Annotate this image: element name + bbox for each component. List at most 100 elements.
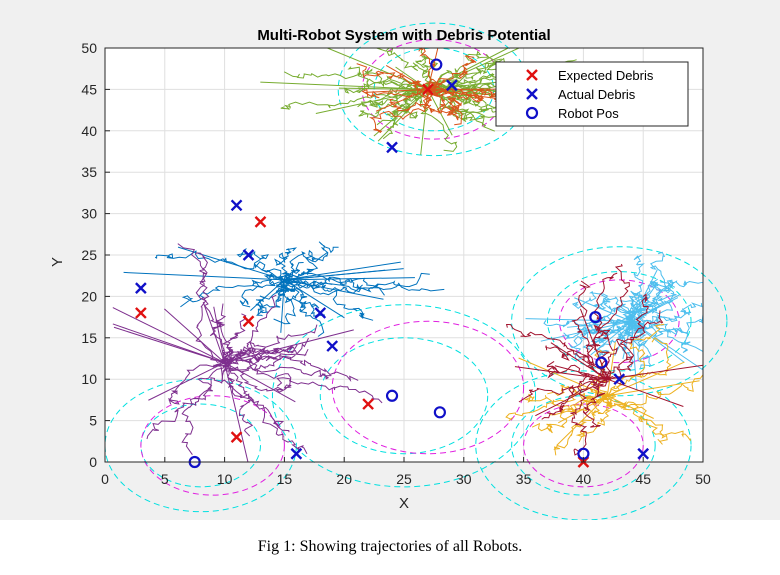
y-tick-label: 40: [81, 123, 97, 139]
x-tick-label: 15: [277, 471, 293, 487]
trajectory-path: [146, 362, 225, 440]
robot-position-marker: [589, 311, 602, 324]
potential-circle: [104, 378, 297, 513]
legend-label: Actual Debris: [558, 87, 636, 102]
trajectory-path: [224, 362, 292, 393]
potential-circle: [475, 370, 692, 520]
x-axis-label: X: [399, 495, 409, 512]
figure-caption: Fig 1: Showing trajectories of all Robot…: [257, 538, 523, 555]
trajectory-path: [284, 277, 445, 292]
trajectory-path: [571, 280, 608, 380]
chart-title: Multi-Robot System with Debris Potential: [257, 27, 550, 44]
trajectory-path: [361, 81, 429, 99]
y-tick-label: 30: [81, 206, 97, 222]
trajectory-path: [224, 294, 277, 365]
trajectory-path: [630, 281, 670, 322]
actual-debris-marker: [290, 447, 303, 460]
trajectory-spoke: [260, 81, 428, 90]
actual-debris-marker: [386, 141, 398, 154]
trajectory-spoke: [606, 342, 616, 396]
trajectory-spoke: [123, 271, 285, 281]
legend: Expected Debris Actual Debris Robot Pos: [495, 61, 689, 127]
y-tick-label: 35: [81, 164, 97, 180]
trajectory-path: [543, 315, 633, 328]
trajectory-spoke: [284, 261, 401, 281]
trajectory-spoke: [327, 47, 429, 90]
trajectory-spoke: [224, 362, 296, 403]
chart: 0 5 10 15 20 25 30 35 40 45 50 0 5 10 15 20 25 30 35 40 45 50…: [0, 0, 780, 520]
x-tick-label: 50: [695, 471, 711, 487]
legend-label: Expected Debris: [558, 68, 654, 83]
y-tick-label: 45: [81, 81, 97, 97]
actual-debris-marker: [135, 282, 147, 294]
trajectory-path: [592, 324, 611, 380]
actual-debris-marker: [445, 79, 458, 92]
trajectory-spoke: [518, 357, 608, 397]
y-tick-label: 20: [81, 288, 97, 304]
trajectory-spoke: [554, 365, 608, 380]
actual-debris-marker: [326, 340, 339, 352]
expected-debris-marker: [254, 216, 267, 228]
trajectory-spoke: [514, 366, 608, 380]
trajectory-path: [563, 320, 632, 339]
potential-circle: [331, 320, 525, 455]
legend-marker: [526, 69, 538, 81]
trajectory-path: [422, 86, 459, 121]
trajectory-path: [224, 344, 298, 363]
robot-position-marker: [433, 406, 446, 419]
trajectory-path: [627, 279, 676, 323]
trajectory-path: [606, 323, 665, 397]
trajectory-spoke: [284, 277, 415, 281]
trajectory-path: [549, 393, 608, 416]
trajectory-path: [626, 282, 663, 323]
robot-position-marker: [385, 389, 399, 402]
expected-debris-marker: [230, 431, 243, 444]
trajectory-path: [280, 278, 374, 321]
actual-debris-marker: [637, 447, 650, 460]
expected-debris-marker: [242, 315, 255, 328]
y-tick-label: 15: [81, 330, 97, 346]
actual-debris-marker: [242, 249, 255, 261]
trajectory-path: [284, 249, 329, 281]
x-tick-label: 25: [396, 471, 412, 487]
trajectory-spoke: [112, 323, 225, 364]
trajectory-path: [545, 345, 612, 381]
expected-debris-marker: [362, 398, 374, 410]
trajectory-spoke: [607, 378, 684, 407]
trajectory-spoke: [427, 47, 509, 90]
trajectory-path: [585, 263, 630, 380]
trajectory-spoke: [284, 279, 345, 319]
trajectory-spoke: [588, 320, 632, 348]
x-tick-label: 40: [576, 471, 592, 487]
trajectory-path: [283, 71, 428, 92]
trajectory-path: [427, 60, 498, 91]
trajectory-spoke: [338, 87, 428, 90]
trajectory-path: [273, 247, 298, 281]
y-tick-label: 5: [89, 413, 97, 429]
y-tick-label: 0: [89, 454, 97, 470]
trajectory-spoke: [607, 361, 685, 397]
trajectory-spoke: [177, 246, 285, 281]
actual-debris-marker: [613, 373, 626, 386]
trajectory-spoke: [213, 306, 226, 363]
trajectory-path: [368, 89, 429, 108]
robot-position-marker: [595, 356, 608, 369]
trajectory-path: [194, 252, 227, 363]
trajectory-spoke: [607, 380, 700, 397]
x-tick-label: 35: [516, 471, 532, 487]
robot-position-marker: [430, 58, 443, 71]
y-tick-label: 10: [81, 371, 97, 387]
trajectory-spoke: [224, 329, 354, 364]
actual-debris-marker: [230, 199, 243, 212]
x-tick-label: 20: [336, 471, 352, 487]
trajectory-path: [180, 279, 285, 308]
potential-circle: [523, 403, 644, 488]
trajectory-spoke: [567, 320, 632, 328]
trajectory-spoke: [148, 362, 225, 401]
trajectory-path: [630, 314, 704, 336]
trajectory-path: [415, 48, 439, 90]
legend-marker: [526, 88, 538, 100]
potential-circle: [511, 246, 728, 397]
trajectory-path: [224, 362, 383, 404]
trajectory-path: [607, 374, 704, 407]
